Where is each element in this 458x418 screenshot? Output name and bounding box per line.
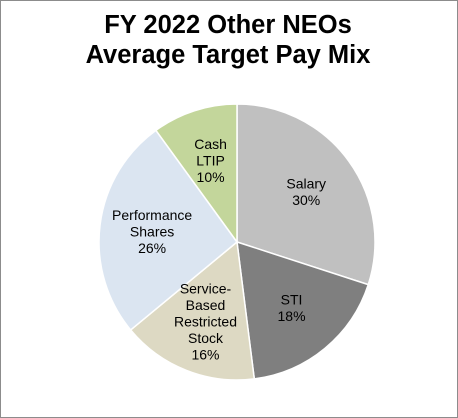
pie-slice-label-1: STI 18% [278, 292, 306, 325]
chart-title-line-1: FY 2022 Other NEOs [104, 11, 352, 39]
pie-slice-label-2: Service-Based Restricted Stock 16% [174, 281, 237, 363]
pie-labels: Salary 30% STI 18% Service-Based Restricted St… [112, 136, 326, 362]
pie-slice-3 [98, 129, 239, 332]
pie-slice-label-4: Cash LTIP 10% [194, 136, 227, 185]
chart-title: FY 2022 Other NEOs Average Target Pay Mi… [0, 10, 456, 70]
pie-slice-value-1: 18% [278, 308, 306, 324]
pie-slice-value-0: 30% [292, 192, 320, 208]
pie-slice-4 [154, 103, 238, 245]
pie-slice-value-3: 26% [138, 240, 166, 256]
chart-title-line-2: Average Target Pay Mix [85, 41, 371, 69]
pie-slice-label-line-3-0: Performance [112, 207, 192, 223]
pie-slice-label-line-1-0: STI [281, 292, 303, 308]
pie-slice-value-2: 16% [191, 347, 219, 363]
pie-slice-1 [236, 240, 370, 380]
pie-slice-label-line-0-0: Salary [286, 175, 326, 191]
pie-slice-label-line-3-1: Shares [130, 223, 174, 239]
pie-slice-label-line-4-1: LTIP [196, 153, 225, 169]
pie-slice-label-line-2-1: Based [186, 297, 226, 313]
pie-slice-label-line-2-0: Service- [180, 281, 232, 297]
pie-slices [98, 103, 376, 381]
pie-slice-label-3: Performance Shares 26% [112, 207, 192, 256]
pie-slice-label-0: Salary 30% [286, 175, 326, 208]
pie-slice-label-line-2-3: Stock [188, 330, 224, 346]
pie-slice-label-line-2-2: Restricted [174, 314, 237, 330]
pie-slice-label-line-4-0: Cash [194, 136, 227, 152]
pie-slice-value-4: 10% [197, 169, 225, 185]
pie-slice-2 [129, 240, 256, 381]
pie-slice-0 [236, 103, 376, 286]
